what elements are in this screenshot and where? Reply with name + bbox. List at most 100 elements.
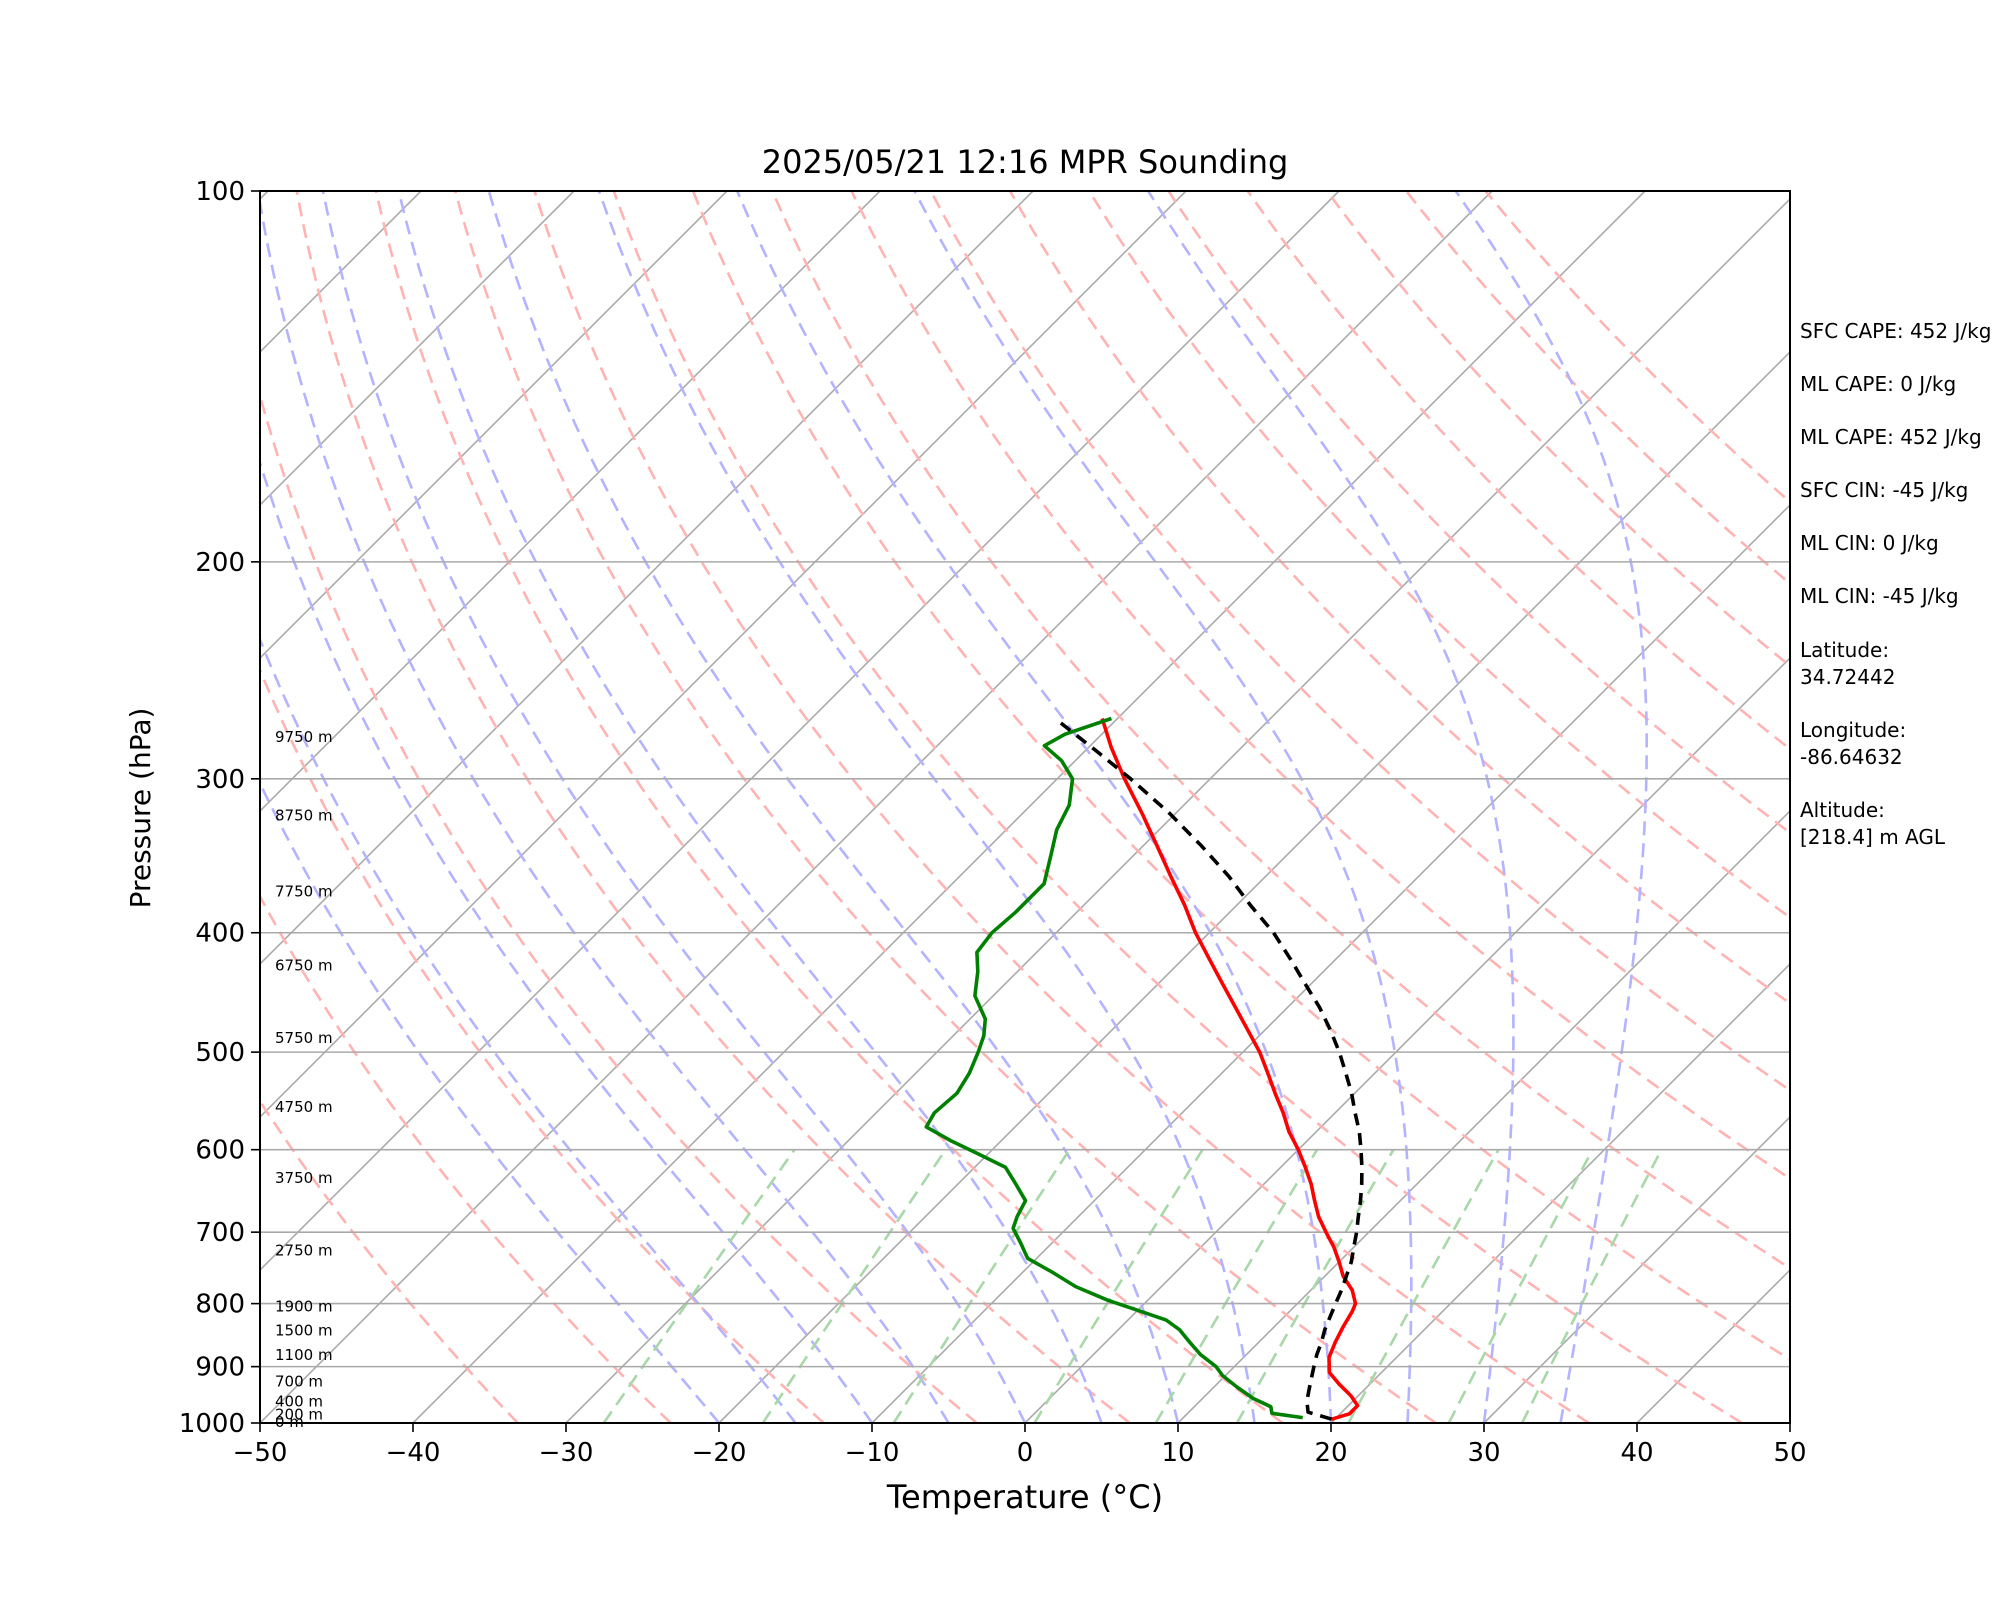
x-tick-label: 20 — [1314, 1438, 1347, 1468]
moist-adiabat-line — [597, 191, 1256, 1423]
mixing-ratio-line — [1033, 1149, 1204, 1423]
mixing-ratio-line — [761, 1148, 947, 1423]
height-label: 1100 m — [275, 1346, 333, 1364]
x-tick-label: 10 — [1161, 1438, 1194, 1468]
mixing-ratio-line — [1520, 1149, 1663, 1423]
parcel_profile-line — [1058, 720, 1364, 1421]
dry-adiabat-line — [850, 191, 1790, 1181]
annotation-line: ML CIN: 0 J/kg — [1800, 531, 1939, 555]
dry-adiabat-line — [1405, 191, 1790, 586]
dry-adiabat-line — [691, 191, 1790, 1362]
y-tick-label: 200 — [195, 548, 245, 578]
mixing-ratio-line — [1154, 1149, 1319, 1423]
height-label: 1900 m — [275, 1298, 333, 1316]
chart-title: 2025/05/21 12:16 MPR Sounding — [762, 143, 1289, 181]
moist-adiabat-line — [260, 780, 721, 1423]
isotherm-line — [0, 191, 115, 1423]
y-axis-ticks: 1000 900 800 700 600 500 400 300 200 100 — [179, 177, 260, 1439]
temperature-line — [1100, 717, 1360, 1421]
isotherm-line — [565, 197, 1790, 1423]
isotherm-line — [871, 503, 1790, 1423]
height-label: 9750 m — [275, 728, 333, 746]
moist-adiabat-line — [913, 191, 1413, 1423]
pressure-gridlines — [260, 190, 1790, 1424]
dry-adiabat-line — [1008, 191, 1790, 1005]
x-tick-label: −20 — [692, 1438, 747, 1468]
y-tick-label: 900 — [195, 1353, 245, 1383]
x-tick-label: 0 — [1017, 1438, 1034, 1468]
series-layer — [924, 716, 1364, 1421]
dewpoint-line — [924, 716, 1303, 1420]
dry-adiabat-line — [260, 390, 978, 1423]
isotherm-line — [260, 191, 1034, 966]
mixing-ratio-line — [892, 1148, 1071, 1423]
x-tick-label: −50 — [233, 1438, 288, 1468]
background-lines — [0, 191, 1790, 1423]
isotherm-line — [718, 350, 1790, 1423]
x-axis-label: Temperature (°C) — [886, 1478, 1163, 1516]
annotation-line: Longitude: -86.64632 — [1800, 718, 1907, 769]
height-label: 2750 m — [275, 1242, 333, 1260]
y-tick-label: 800 — [195, 1290, 245, 1320]
moist-adiabat-line — [1147, 191, 1515, 1423]
x-tick-label: 50 — [1773, 1438, 1806, 1468]
y-tick-label: 500 — [195, 1038, 245, 1068]
isotherm-line — [260, 191, 1187, 1119]
isotherm-line — [1177, 809, 1790, 1423]
height-label: 7750 m — [275, 882, 333, 900]
moist-adiabat-line — [260, 458, 874, 1423]
dry-adiabat-line — [612, 191, 1743, 1423]
annotation-line: ML CIN: -45 J/kg — [1800, 584, 1959, 608]
y-tick-label: 600 — [195, 1136, 245, 1166]
dry-adiabat-line — [260, 1099, 519, 1423]
height-label: 400 m — [275, 1392, 323, 1410]
mixing-ratio-line — [1447, 1149, 1594, 1423]
x-tick-label: 40 — [1620, 1438, 1653, 1468]
moist-adiabat-line — [487, 191, 1180, 1423]
x-tick-label: −10 — [845, 1438, 900, 1468]
height-label: 6750 m — [275, 956, 333, 974]
isotherm-line — [1024, 656, 1790, 1423]
isotherm-line — [1483, 1115, 1790, 1423]
height-label: 200 m — [275, 1405, 323, 1423]
y-tick-label: 400 — [195, 919, 245, 949]
isotherm-line — [412, 191, 1646, 1423]
moist-adiabat-line — [321, 191, 1027, 1423]
annotation-line: SFC CAPE: 452 J/kg — [1800, 319, 1992, 343]
mixing-ratio-line — [602, 1148, 796, 1423]
dry-adiabat-line — [260, 667, 825, 1423]
dry-adiabat-line — [374, 191, 1284, 1423]
isotherm-line — [260, 191, 881, 813]
x-tick-label: −40 — [386, 1438, 441, 1468]
height-label: 3750 m — [275, 1169, 333, 1187]
mixing-ratio-line — [1347, 1149, 1500, 1423]
dry-adiabat-line — [771, 191, 1790, 1270]
moist-adiabat-line — [260, 636, 797, 1423]
height-label: 5750 m — [275, 1029, 333, 1047]
isotherm-line — [260, 191, 575, 507]
height-label: 4750 m — [275, 1098, 333, 1116]
height-label: 700 m — [275, 1372, 323, 1390]
moist-adiabat-line — [736, 191, 1333, 1423]
moist-adiabat-line — [397, 191, 1103, 1423]
y-tick-label: 100 — [195, 177, 245, 207]
moist-adiabat-line — [260, 195, 950, 1423]
isotherm-line — [260, 191, 1493, 1423]
annotation-line: ML CAPE: 0 J/kg — [1800, 372, 1957, 396]
y-tick-label: 700 — [195, 1218, 245, 1248]
annotation-line: SFC CIN: -45 J/kg — [1800, 478, 1969, 502]
annotation-line: Latitude: 34.72442 — [1800, 638, 1896, 689]
height-label: 1500 m — [275, 1322, 333, 1340]
x-tick-label: 30 — [1467, 1438, 1500, 1468]
plot-frame — [259, 190, 1791, 1424]
y-tick-label: 1000 — [179, 1409, 245, 1439]
dry-adiabat-line — [295, 191, 1131, 1423]
y-tick-label: 300 — [195, 765, 245, 795]
x-tick-label: −30 — [539, 1438, 594, 1468]
annotation-line: ML CAPE: 452 J/kg — [1800, 425, 1982, 449]
annotation-line: Altitude: [218.4] m AGL — [1800, 798, 1946, 849]
isotherm-line — [260, 191, 1340, 1272]
dry-adiabat-line — [533, 191, 1590, 1423]
